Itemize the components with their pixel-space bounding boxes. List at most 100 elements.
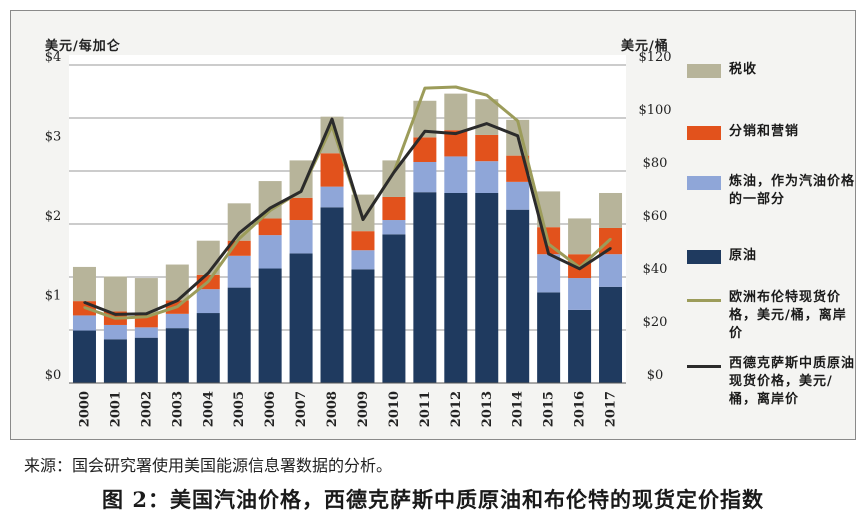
legend-item-wti: 西德克萨斯中质原油现货价格，美元/桶，离岸价 — [687, 355, 857, 409]
bar-segment-3-2017 — [599, 192, 623, 228]
legend-label-wti: 西德克萨斯中质原油现货价格，美元/桶，离岸价 — [729, 356, 856, 407]
bar-segment-1-2017 — [599, 254, 623, 287]
bar-segment-1-2013 — [475, 161, 499, 193]
right-tick-label: $80 — [643, 156, 668, 171]
line-point-0-2005 — [237, 237, 241, 240]
x-tick-label: 2013 — [480, 391, 495, 427]
x-tick-label: 2008 — [325, 391, 340, 427]
right-tick-label: $100 — [638, 103, 671, 118]
legend-label-crude: 原油 — [729, 248, 758, 263]
bar-segment-1-2007 — [289, 220, 313, 254]
left-tick-label: $1 — [45, 289, 62, 304]
legend-item-brent: 欧洲布伦特现货价格，美元/桶，离岸价 — [687, 289, 857, 343]
bar-segment-0-2007 — [289, 253, 313, 383]
line-point-0-2000 — [83, 306, 86, 309]
bar-segment-2-2012 — [444, 130, 468, 157]
right-tick-label: $40 — [643, 262, 668, 277]
line-point-1-2003 — [176, 299, 179, 302]
line-point-0-2015 — [547, 242, 550, 246]
x-tick-label: 2017 — [604, 391, 619, 427]
bar-segment-1-2016 — [568, 278, 592, 310]
plot-area — [69, 55, 626, 383]
line-point-0-2001 — [114, 317, 117, 320]
line-point-0-2003 — [176, 305, 179, 308]
bar-segment-0-2013 — [475, 192, 499, 383]
legend-item-crude: 原油 — [687, 247, 857, 265]
bar-segment-1-2009 — [351, 250, 375, 270]
bar-segment-0-2000 — [72, 330, 96, 383]
bar-segment-1-2004 — [196, 289, 220, 314]
bar-segment-3-2006 — [258, 181, 282, 219]
legend-swatch-crude — [687, 250, 721, 264]
legend-swatch-tax — [687, 64, 721, 78]
bar-segment-0-2014 — [506, 209, 530, 383]
bar-segment-0-2010 — [382, 234, 406, 383]
line-point-1-2005 — [237, 231, 241, 235]
bar-segment-1-2001 — [103, 324, 127, 340]
bar-segment-3-2011 — [413, 100, 437, 138]
x-tick-label: 2005 — [232, 391, 247, 427]
legend-label-distribution: 分销和营销 — [729, 124, 800, 139]
line-point-0-2004 — [207, 280, 210, 283]
line-point-1-2001 — [114, 313, 117, 316]
bar-segment-3-2010 — [382, 160, 406, 197]
x-tick-label: 2002 — [139, 391, 154, 427]
bar-segment-3-2002 — [134, 278, 158, 314]
bar-segment-1-2003 — [165, 313, 189, 329]
right-tick-label: $120 — [638, 50, 671, 65]
bar-segment-3-2016 — [568, 218, 592, 255]
legend-swatch-distribution — [687, 126, 721, 140]
bar-segment-2-2011 — [413, 137, 437, 162]
line-point-1-2008 — [330, 117, 334, 121]
bar-segment-3-2009 — [351, 194, 375, 232]
line-point-1-2009 — [361, 218, 365, 221]
line-point-1-2015 — [547, 252, 550, 256]
line-point-1-2002 — [145, 312, 148, 316]
x-tick-label: 2003 — [170, 391, 185, 427]
left-tick-label: $2 — [45, 209, 62, 224]
bar-segment-3-2012 — [444, 93, 468, 131]
right-tick-label: $60 — [643, 209, 668, 224]
bar-segment-1-2006 — [258, 235, 282, 269]
x-tick-label: 2007 — [294, 391, 309, 427]
line-point-0-2017 — [609, 237, 612, 241]
bar-segment-1-2002 — [134, 327, 158, 338]
x-tick-label: 2000 — [77, 391, 92, 427]
chart-frame: $0 $1 $2 $3 $4 $0 $20 $40 $60 $80 $100 $120 2000 2001… — [10, 10, 856, 440]
bar-segment-1-2000 — [72, 315, 96, 331]
bar-segment-2-2010 — [382, 196, 406, 221]
x-tick-label: 2012 — [449, 391, 464, 427]
bar-segment-3-2007 — [289, 160, 313, 198]
bar-segment-0-2002 — [134, 337, 158, 383]
line-point-1-2016 — [578, 267, 581, 270]
bar-segment-2-2013 — [475, 134, 499, 162]
x-tick-label: 2009 — [356, 391, 371, 427]
line-point-1-2013 — [485, 122, 488, 125]
x-tick-label: 2006 — [263, 391, 278, 427]
bar-segment-1-2010 — [382, 220, 406, 235]
chart-svg: $0 $1 $2 $3 $4 $0 $20 $40 $60 $80 $100 $120 2000 2001… — [45, 50, 672, 427]
legend-label-tax: 税收 — [729, 62, 758, 77]
x-tick-label: 2004 — [201, 391, 216, 427]
x-tick-label: 2014 — [511, 391, 526, 427]
line-point-1-2017 — [609, 247, 612, 250]
bar-segment-2-2009 — [351, 231, 375, 251]
bar-segment-2-2006 — [258, 218, 282, 236]
right-axis-label: 美元/桶 — [621, 39, 669, 54]
line-point-1-2014 — [516, 134, 519, 137]
bar-segment-0-2003 — [165, 328, 189, 383]
line-point-0-2012 — [454, 85, 458, 89]
line-point-1-2010 — [392, 171, 396, 174]
bar-segment-0-2004 — [196, 313, 220, 383]
bar-segment-2-2007 — [289, 197, 313, 221]
bar-segment-1-2012 — [444, 156, 468, 193]
bar-segment-0-2012 — [444, 192, 468, 383]
legend-item-distribution: 分销和营销 — [687, 123, 857, 141]
line-point-0-2013 — [485, 94, 488, 97]
line-point-1-2000 — [83, 301, 86, 304]
x-tick-label: 2015 — [542, 391, 557, 427]
bar-segment-1-2005 — [227, 255, 251, 288]
line-point-0-2014 — [516, 119, 519, 123]
bar-segment-0-2008 — [320, 207, 344, 383]
legend-line-wti — [687, 365, 721, 368]
